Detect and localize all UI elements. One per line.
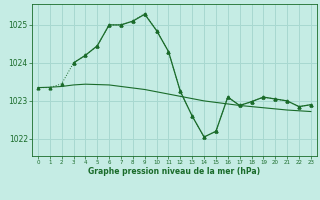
- X-axis label: Graphe pression niveau de la mer (hPa): Graphe pression niveau de la mer (hPa): [88, 167, 260, 176]
